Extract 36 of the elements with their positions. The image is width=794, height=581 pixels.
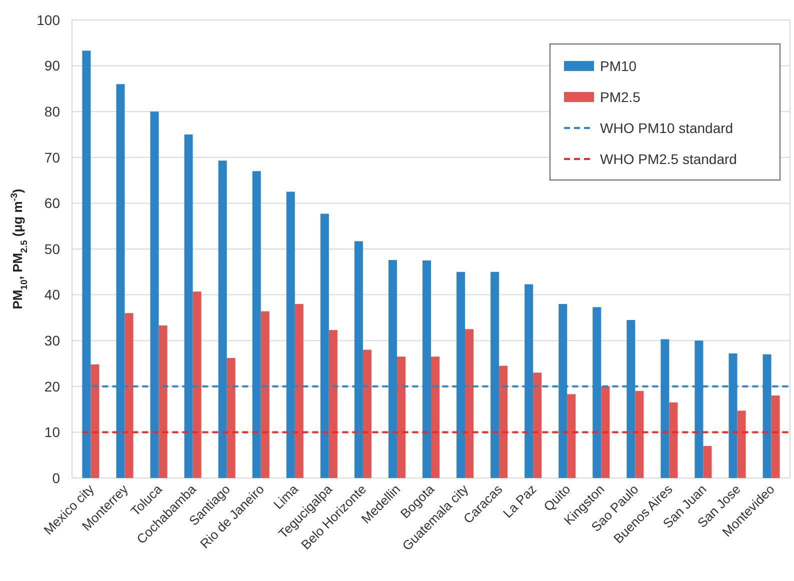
bar	[396, 356, 406, 478]
y-tick-label: 60	[44, 195, 60, 212]
y-tick-label: 30	[44, 332, 60, 348]
y-tick-label: 80	[44, 104, 60, 120]
bar	[533, 372, 542, 478]
y-tick-label: 70	[44, 149, 60, 166]
bar	[124, 313, 134, 478]
y-tick-label: 40	[44, 286, 60, 303]
bar	[328, 330, 338, 478]
bar	[431, 356, 440, 478]
bar	[90, 364, 100, 478]
bar	[158, 325, 168, 478]
bar	[294, 304, 304, 478]
bar	[635, 390, 644, 478]
y-tick-label: 0	[52, 470, 60, 486]
bar	[669, 402, 678, 478]
bar	[260, 311, 270, 478]
legend-label: PM2.5	[600, 88, 641, 105]
bar	[226, 358, 236, 478]
bar	[601, 386, 610, 478]
bar	[567, 394, 576, 478]
legend-label: PM10	[600, 58, 637, 74]
bar	[703, 446, 712, 478]
y-tick-label: 100	[36, 12, 60, 28]
bar	[737, 410, 746, 478]
legend-label: WHO PM10 standard	[600, 120, 734, 136]
bar	[192, 292, 202, 478]
y-tick-label: 10	[44, 424, 60, 440]
bar	[499, 366, 508, 478]
bar	[771, 396, 780, 478]
bar	[362, 350, 372, 478]
y-tick-label: 90	[44, 58, 60, 74]
y-tick-label: 50	[44, 240, 60, 257]
bar	[465, 329, 474, 478]
legend-label: WHO PM2.5 standard	[600, 150, 737, 167]
y-tick-label: 20	[44, 378, 60, 394]
